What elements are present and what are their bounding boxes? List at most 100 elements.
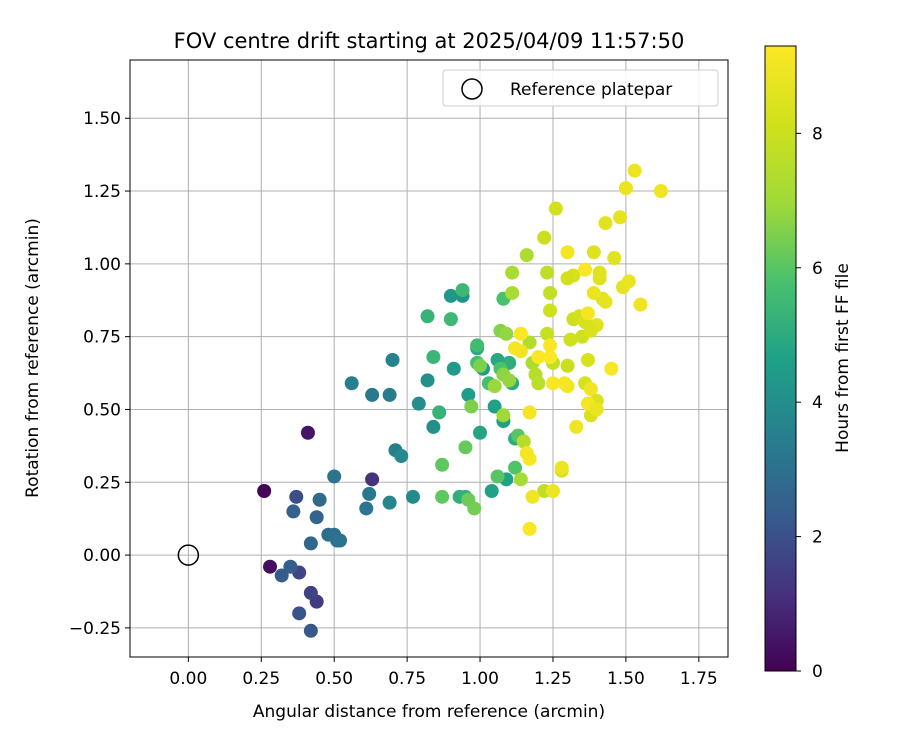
- scatter-point: [473, 425, 488, 440]
- scatter-point: [519, 248, 534, 263]
- y-tick-label: 1.00: [83, 255, 121, 275]
- scatter-point: [522, 335, 537, 350]
- scatter-point: [540, 265, 555, 280]
- scatter-point: [455, 283, 470, 298]
- y-tick-label: 0.50: [83, 400, 121, 420]
- scatter-point: [607, 251, 622, 266]
- x-tick-label: 0.00: [169, 669, 207, 689]
- scatter-point: [516, 434, 531, 449]
- colorbar-label: Hours from first FF file: [833, 263, 853, 453]
- scatter-point: [487, 399, 502, 414]
- scatter-point: [283, 559, 298, 574]
- colorbar-tick-label: 8: [812, 124, 823, 144]
- scatter-point: [502, 373, 517, 388]
- scatter-point: [560, 271, 575, 286]
- scatter-point: [420, 309, 435, 324]
- scatter-point: [505, 265, 520, 280]
- scatter-point: [365, 472, 380, 487]
- x-tick-label: 0.75: [388, 669, 426, 689]
- scatter-point: [543, 285, 558, 300]
- y-tick-label: 0.00: [83, 546, 121, 566]
- scatter-point: [537, 230, 552, 245]
- scatter-point: [613, 210, 628, 225]
- scatter-point: [435, 457, 450, 472]
- scatter-point: [426, 419, 441, 434]
- scatter-point: [473, 358, 488, 373]
- scatter-point: [563, 332, 578, 347]
- scatter-point: [557, 376, 572, 391]
- scatter-point: [312, 492, 327, 507]
- scatter-point: [303, 536, 318, 551]
- scatter-point: [286, 504, 301, 519]
- y-tick-label: 0.75: [83, 328, 121, 348]
- colorbar-ticks: 0 2 4 6 8: [796, 124, 823, 682]
- scatter-point: [382, 387, 397, 402]
- x-tick-label: 1.25: [534, 669, 572, 689]
- scatter-point: [653, 184, 668, 199]
- scatter-point: [604, 361, 619, 376]
- scatter-point: [586, 285, 601, 300]
- scatter-point: [359, 501, 374, 516]
- scatter-points: [257, 163, 668, 638]
- scatter-point: [519, 446, 534, 461]
- scatter-point: [426, 350, 441, 365]
- scatter-point: [505, 285, 520, 300]
- scatter-point: [458, 440, 473, 455]
- scatter-point: [545, 376, 560, 391]
- scatter-point: [560, 358, 575, 373]
- scatter-point: [543, 303, 558, 318]
- scatter-point: [618, 181, 633, 196]
- colorbar-tick-label: 6: [812, 259, 823, 279]
- reference-platepar-marker: [177, 544, 200, 566]
- scatter-point: [621, 274, 636, 289]
- colorbar-tick-label: 0: [812, 662, 823, 682]
- scatter-point: [545, 484, 560, 499]
- y-tick-label: −0.25: [69, 619, 121, 639]
- scatter-point: [531, 350, 546, 365]
- scatter-point: [362, 486, 377, 501]
- scatter-point: [543, 338, 558, 353]
- scatter-point: [525, 489, 540, 504]
- scatter-point: [344, 376, 359, 391]
- scatter-point: [446, 361, 461, 376]
- scatter-point: [289, 489, 304, 504]
- y-tick-label: 1.25: [83, 182, 121, 202]
- scatter-point: [513, 326, 528, 341]
- scatter-point: [484, 484, 499, 499]
- scatter-point: [257, 484, 272, 499]
- scatter-point: [592, 265, 607, 280]
- scatter-point: [548, 201, 563, 216]
- scatter-point: [487, 379, 502, 394]
- colorbar-tick-label: 2: [812, 528, 823, 548]
- scatter-point: [309, 510, 324, 525]
- scatter-point: [490, 469, 505, 484]
- y-axis-ticks: −0.25 0.00 0.25 0.50 0.75 1.00 1.25 1.50: [69, 109, 130, 639]
- scatter-point: [543, 350, 558, 365]
- scatter-point: [432, 405, 447, 420]
- scatter-point: [569, 419, 584, 434]
- x-tick-label: 1.50: [607, 669, 645, 689]
- x-axis-ticks: 0.00 0.25 0.50 0.75 1.00 1.25 1.50 1.75: [169, 657, 718, 689]
- scatter-point: [405, 489, 420, 504]
- plot-area-frame: [129, 59, 729, 658]
- legend-box: [442, 69, 719, 107]
- scatter-point: [382, 495, 397, 510]
- scatter-point: [300, 425, 315, 440]
- scatter-point: [303, 585, 318, 600]
- scatter-point: [411, 396, 426, 411]
- scatter-point: [420, 373, 435, 388]
- scatter-point: [499, 326, 514, 341]
- scatter-point: [443, 288, 458, 303]
- scatter-point: [435, 489, 450, 504]
- scatter-point: [560, 245, 575, 260]
- scatter-point: [580, 306, 595, 321]
- x-tick-label: 1.00: [461, 669, 499, 689]
- scatter-point: [578, 262, 593, 277]
- scatter-point: [513, 472, 528, 487]
- scatter-point: [508, 460, 523, 475]
- scatter-point: [586, 245, 601, 260]
- scatter-point: [522, 521, 537, 536]
- scatter-point: [274, 568, 289, 583]
- scatter-point: [292, 606, 307, 621]
